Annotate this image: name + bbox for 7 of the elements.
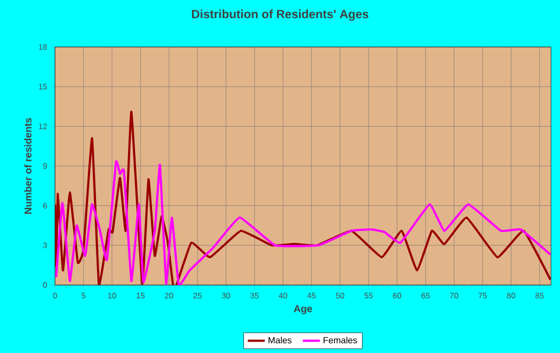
chart-title: Distribution of Residents' Ages <box>192 10 368 21</box>
y-axis-title: Number of residents <box>24 118 32 214</box>
line-series <box>55 160 552 285</box>
legend-label: Males <box>268 336 292 344</box>
x-axis-title: Age <box>294 305 312 314</box>
legend-label: Females <box>324 336 357 344</box>
line-series <box>55 110 552 285</box>
